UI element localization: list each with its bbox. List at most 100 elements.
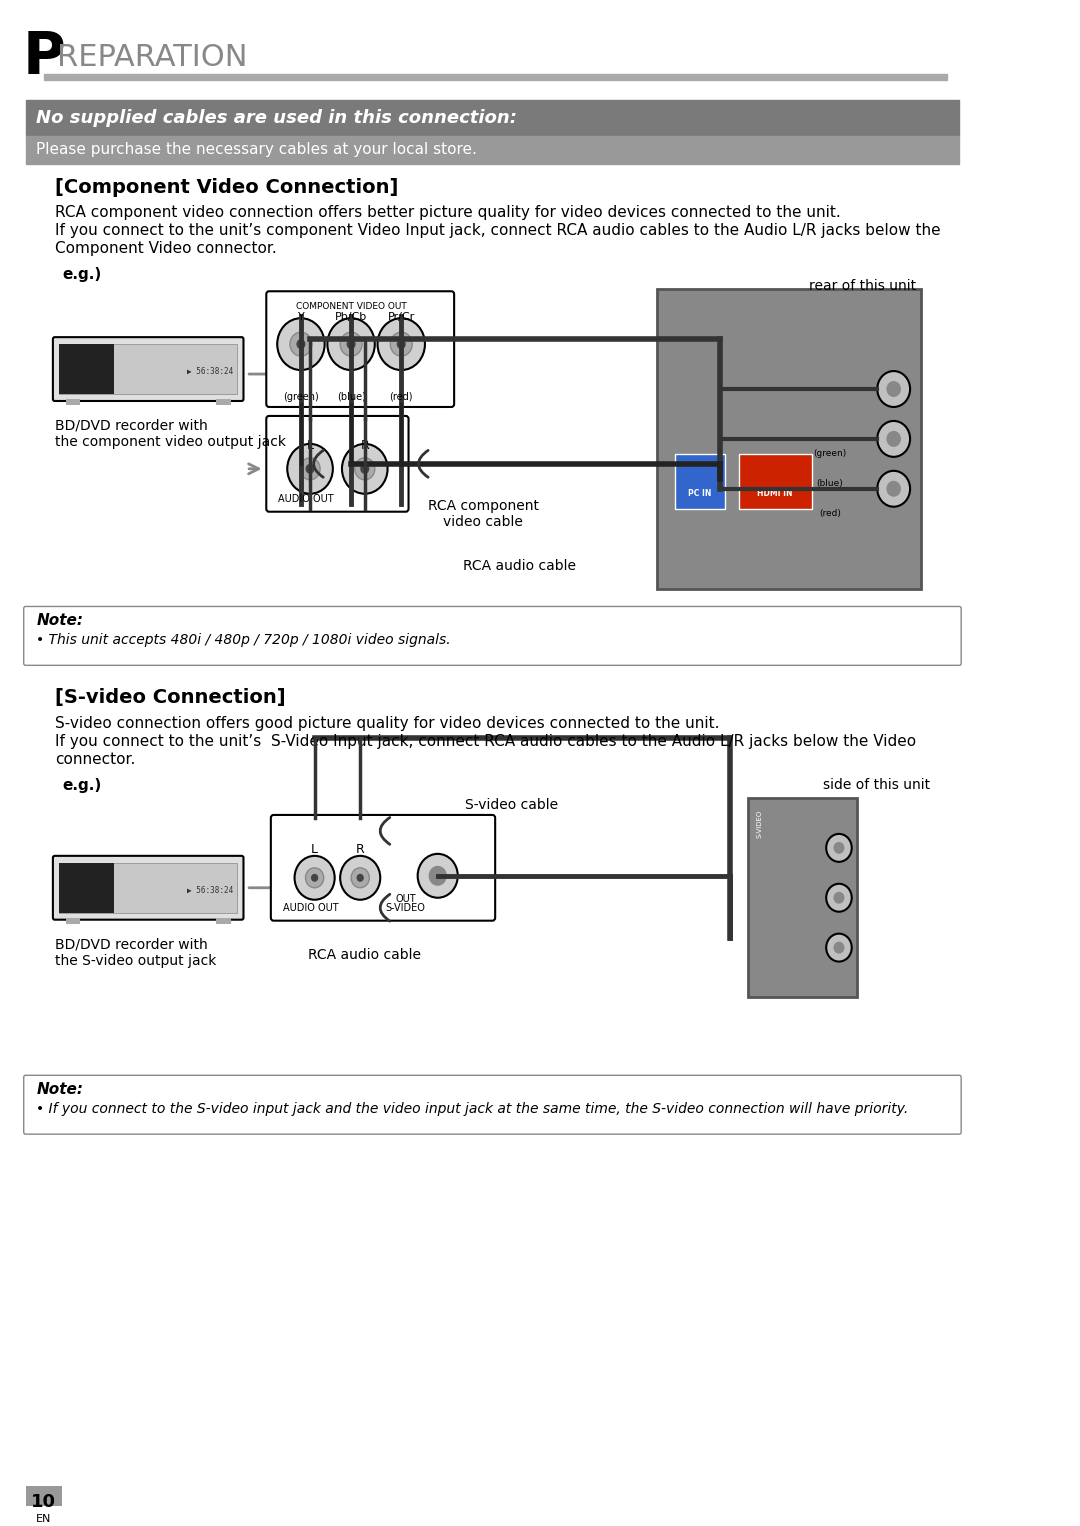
FancyBboxPatch shape [267,291,454,407]
Text: EN: EN [36,1514,52,1524]
Text: ▶ 56:38:24: ▶ 56:38:24 [187,885,233,894]
Bar [675,453,725,508]
FancyArrowPatch shape [248,464,258,473]
Circle shape [327,319,375,371]
Circle shape [340,856,380,900]
FancyBboxPatch shape [271,815,495,920]
Circle shape [347,339,355,349]
Bar [66,398,80,404]
Circle shape [361,464,369,473]
Text: L: L [307,439,313,452]
Text: • If you connect to the S-video input jack and the video input jack at the same : • If you connect to the S-video input ja… [37,1102,908,1116]
Text: Component Video connector.: Component Video connector. [55,241,276,256]
Circle shape [291,333,312,356]
Text: If you connect to the unit’s  S-Video Input jack, connect RCA audio cables to th: If you connect to the unit’s S-Video Inp… [55,734,916,749]
Text: RCA component video connection offers better picture quality for video devices c: RCA component video connection offers be… [55,206,840,220]
FancyBboxPatch shape [53,337,243,401]
Text: Pb/Cb: Pb/Cb [335,313,367,322]
Circle shape [887,430,901,447]
Circle shape [356,874,364,882]
Text: rear of this unit: rear of this unit [809,279,917,293]
Bar [26,1486,62,1506]
Text: Please purchase the necessary cables at your local store.: Please purchase the necessary cables at … [37,142,477,157]
Text: e.g.): e.g.) [62,267,102,282]
Text: e.g.): e.g.) [62,778,102,794]
Bar [59,862,114,913]
Circle shape [418,855,458,897]
Text: 10: 10 [31,1494,56,1511]
Circle shape [834,942,845,954]
Text: Note:: Note: [37,1082,83,1097]
Text: S-VIDEO: S-VIDEO [757,810,762,838]
Bar [59,862,238,913]
Text: Note:: Note: [37,613,83,629]
Text: • This unit accepts 480i / 480p / 720p / 1080i video signals.: • This unit accepts 480i / 480p / 720p /… [37,633,451,647]
Text: R: R [355,842,365,856]
Text: AUDIO OUT: AUDIO OUT [279,494,334,504]
Text: [Component Video Connection]: [Component Video Connection] [55,177,399,197]
Circle shape [342,444,388,494]
Circle shape [378,319,424,371]
FancyBboxPatch shape [24,1076,961,1134]
Circle shape [295,856,335,900]
Text: RCA audio cable: RCA audio cable [308,948,421,961]
Text: S-video connection offers good picture quality for video devices connected to th: S-video connection offers good picture q… [55,716,719,731]
Text: No supplied cables are used in this connection:: No supplied cables are used in this conn… [37,108,517,127]
Circle shape [390,333,413,356]
Circle shape [296,339,306,349]
Circle shape [887,481,901,497]
Circle shape [351,868,369,888]
Text: connector.: connector. [55,752,135,768]
Bar [66,917,80,923]
Circle shape [834,891,845,903]
Bar [657,290,921,589]
Circle shape [877,371,910,407]
Circle shape [826,884,852,911]
FancyBboxPatch shape [24,606,961,665]
Circle shape [826,934,852,961]
Text: (blue): (blue) [337,392,365,401]
Text: R: R [361,439,369,452]
Text: [S-video Connection]: [S-video Connection] [55,688,285,707]
Text: Pr/Cr: Pr/Cr [388,313,415,322]
Circle shape [826,833,852,862]
FancyArrowPatch shape [249,369,286,378]
FancyArrowPatch shape [249,882,286,893]
Text: If you connect to the unit’s component Video Input jack, connect RCA audio cable: If you connect to the unit’s component V… [55,223,941,238]
Text: ▶ 56:38:24: ▶ 56:38:24 [187,366,233,375]
Bar [26,99,959,136]
Bar [59,345,114,394]
Circle shape [887,382,901,397]
Bar [216,917,231,923]
Circle shape [834,842,845,855]
Bar [26,136,959,163]
Bar [44,73,946,79]
Text: PC IN: PC IN [688,488,711,497]
Circle shape [306,868,324,888]
Text: S-video cable: S-video cable [465,798,558,812]
Circle shape [278,319,325,371]
Text: BD/DVD recorder with: BD/DVD recorder with [55,420,207,433]
Text: (blue): (blue) [816,479,843,488]
Bar [216,398,231,404]
Circle shape [306,464,314,473]
Text: L: L [311,842,319,856]
Bar [747,798,858,998]
Text: side of this unit: side of this unit [823,778,930,792]
Text: RCA component: RCA component [428,499,539,513]
Text: Y: Y [298,313,305,322]
Text: the component video output jack: the component video output jack [55,435,286,449]
FancyBboxPatch shape [267,417,408,511]
Text: REPARATION: REPARATION [56,43,247,72]
Text: BD/DVD recorder with: BD/DVD recorder with [55,937,207,952]
Circle shape [300,458,320,479]
Text: COMPONENT VIDEO OUT: COMPONENT VIDEO OUT [296,302,406,311]
Text: P: P [23,29,65,87]
Circle shape [311,874,319,882]
Circle shape [877,472,910,507]
Circle shape [877,421,910,456]
Text: AUDIO OUT: AUDIO OUT [283,903,338,913]
Text: the S-video output jack: the S-video output jack [55,954,216,967]
Circle shape [340,333,362,356]
Text: S-VIDEO: S-VIDEO [386,903,426,913]
